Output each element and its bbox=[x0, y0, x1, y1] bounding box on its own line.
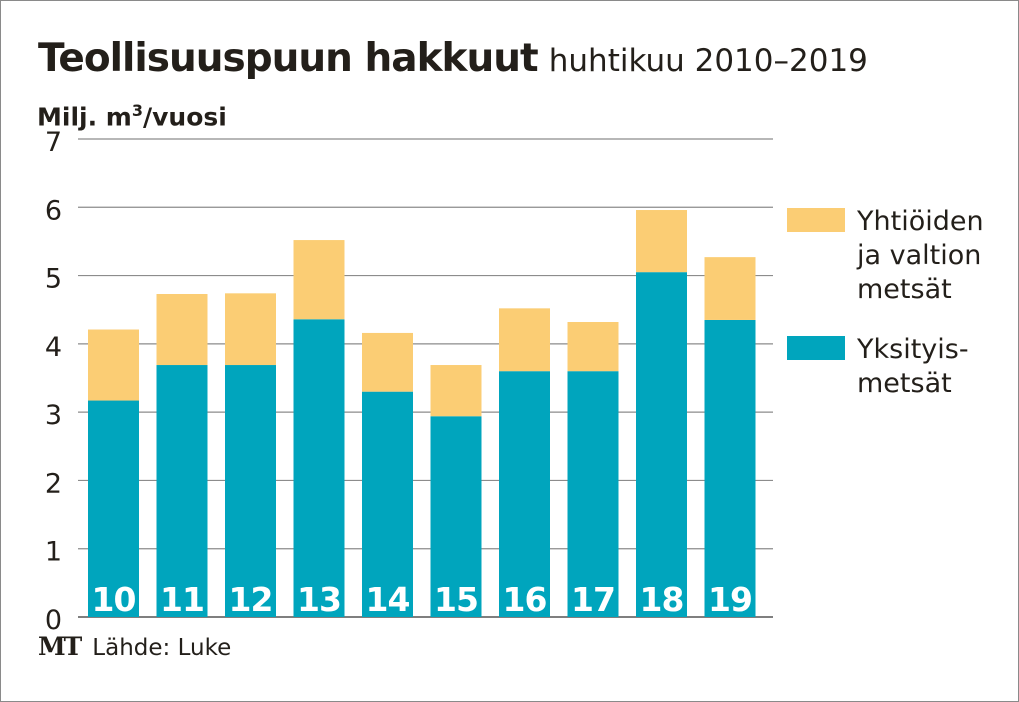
x-tick-label: 18 bbox=[640, 580, 684, 619]
mt-logo: MT bbox=[38, 632, 82, 661]
bar-company-13 bbox=[293, 240, 345, 320]
y-label-prefix: Milj. m bbox=[37, 102, 132, 132]
x-tick-label: 19 bbox=[708, 580, 752, 619]
bar-company-10 bbox=[88, 329, 139, 401]
legend-label: metsät bbox=[857, 368, 952, 399]
x-tick-label: 17 bbox=[571, 580, 615, 619]
x-tick-label: 10 bbox=[92, 580, 136, 619]
x-tick-label: 11 bbox=[160, 580, 204, 619]
chart-title: Teollisuuspuun hakkuut huhtikuu 2010–201… bbox=[38, 36, 868, 81]
bar-private-16 bbox=[499, 371, 550, 617]
title-main: Teollisuuspuun hakkuut bbox=[38, 36, 539, 81]
legend-label: metsät bbox=[857, 274, 952, 305]
bar-company-12 bbox=[225, 293, 276, 366]
bar-private-17 bbox=[567, 371, 619, 617]
bar-private-15 bbox=[430, 416, 482, 617]
bar-company-18 bbox=[636, 210, 687, 273]
y-tick-label: 1 bbox=[45, 537, 62, 568]
legend-label: Yhtiöiden bbox=[856, 206, 984, 237]
source-text: Lähde: Luke bbox=[92, 635, 232, 661]
bar-private-13 bbox=[293, 319, 345, 617]
legend-swatch-private bbox=[787, 336, 845, 360]
x-tick-label: 16 bbox=[503, 580, 547, 619]
x-tick-label: 15 bbox=[434, 580, 478, 619]
source-line: MT Lähde: Luke bbox=[38, 632, 231, 661]
title-subtitle: huhtikuu 2010–2019 bbox=[548, 43, 868, 79]
y-label-suffix: /vuosi bbox=[142, 102, 227, 132]
bar-company-14 bbox=[362, 332, 413, 392]
x-tick-label: 13 bbox=[297, 580, 341, 619]
y-tick-label: 3 bbox=[45, 400, 62, 431]
x-tick-label: 12 bbox=[229, 580, 273, 619]
bar-company-19 bbox=[704, 257, 756, 320]
bar-company-16 bbox=[499, 308, 550, 372]
y-tick-label: 7 bbox=[45, 127, 62, 158]
bar-private-18 bbox=[636, 272, 687, 617]
y-tick-label: 5 bbox=[45, 264, 62, 295]
y-tick-label: 2 bbox=[45, 468, 62, 499]
legend-label: Yksityis- bbox=[856, 334, 969, 365]
bar-private-10 bbox=[88, 400, 139, 617]
y-label-sup: 3 bbox=[131, 101, 143, 120]
bar-private-11 bbox=[156, 365, 208, 617]
bar-private-12 bbox=[225, 365, 276, 617]
y-axis-label: Milj. m3/vuosi bbox=[37, 101, 227, 131]
y-tick-label: 4 bbox=[45, 332, 62, 363]
legend-label: ja valtion bbox=[856, 240, 981, 271]
y-tick-label: 6 bbox=[45, 195, 62, 226]
bar-private-19 bbox=[704, 319, 756, 617]
y-tick-label: 0 bbox=[45, 605, 62, 636]
bar-company-17 bbox=[567, 322, 619, 372]
bar-company-11 bbox=[156, 294, 208, 366]
x-tick-label: 14 bbox=[366, 580, 410, 619]
bar-company-15 bbox=[430, 365, 482, 417]
bar-private-14 bbox=[362, 391, 413, 617]
legend-swatch-company bbox=[787, 208, 845, 232]
